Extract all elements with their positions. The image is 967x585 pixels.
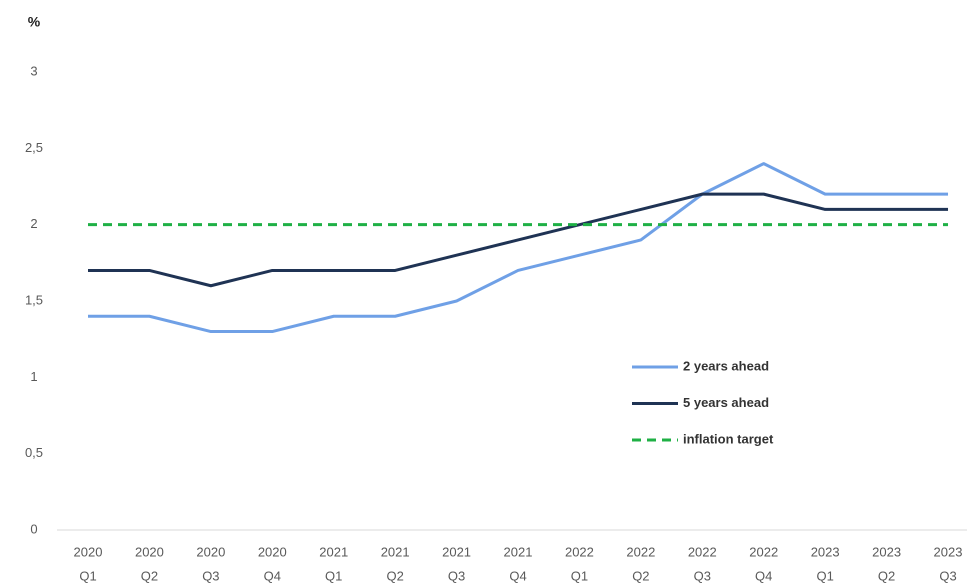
x-tick-label: Q1 (325, 568, 342, 583)
x-tick-label: 2021 (442, 544, 471, 559)
x-tick-label: 2022 (565, 544, 594, 559)
y-tick-label: 0,5 (25, 445, 43, 460)
x-tick-label: 2020 (135, 544, 164, 559)
x-tick-label: Q4 (264, 568, 281, 583)
x-tick-label: 2021 (381, 544, 410, 559)
x-tick-label: Q2 (141, 568, 158, 583)
x-tick-label: Q3 (694, 568, 711, 583)
x-tick-label: 2022 (749, 544, 778, 559)
y-tick-label: 2 (30, 216, 37, 231)
y-axis-label: % (28, 14, 41, 30)
x-tick-label: 2021 (504, 544, 533, 559)
x-tick-label: Q3 (202, 568, 219, 583)
x-tick-label: 2022 (688, 544, 717, 559)
legend: 2 years ahead 5 years ahead inflation targ… (632, 358, 774, 446)
x-tick-label: Q4 (509, 568, 526, 583)
legend-label: 5 years ahead (683, 395, 769, 410)
y-tick-label: 1,5 (25, 292, 43, 307)
x-tick-label: Q4 (755, 568, 772, 583)
legend-label: inflation target (683, 431, 774, 446)
y-tick-label: 0 (30, 521, 37, 536)
y-tick-label: 1 (30, 369, 37, 384)
line-series (88, 162, 949, 334)
x-tick-label: 2023 (811, 544, 840, 559)
x-tick-label: 2021 (319, 544, 348, 559)
x-tick-label: Q2 (632, 568, 649, 583)
x-tick-label: Q1 (79, 568, 96, 583)
y-tick-label: 2,5 (25, 140, 43, 155)
x-tick-label: Q3 (448, 568, 465, 583)
x-tick-label: Q2 (386, 568, 403, 583)
y-tick-label: 3 (30, 63, 37, 78)
x-tick-label: Q1 (816, 568, 833, 583)
x-tick-label: 2023 (934, 544, 963, 559)
line-series (88, 192, 949, 288)
x-tick-label: 2023 (872, 544, 901, 559)
legend-label: 2 years ahead (683, 358, 769, 373)
x-tick-label: Q2 (878, 568, 895, 583)
x-tick-label: 2020 (258, 544, 287, 559)
x-tick-label: 2020 (74, 544, 103, 559)
x-tick-label: Q1 (571, 568, 588, 583)
x-tick-label: 2020 (196, 544, 225, 559)
x-tick-label: 2022 (626, 544, 655, 559)
x-tick-label: Q3 (939, 568, 956, 583)
